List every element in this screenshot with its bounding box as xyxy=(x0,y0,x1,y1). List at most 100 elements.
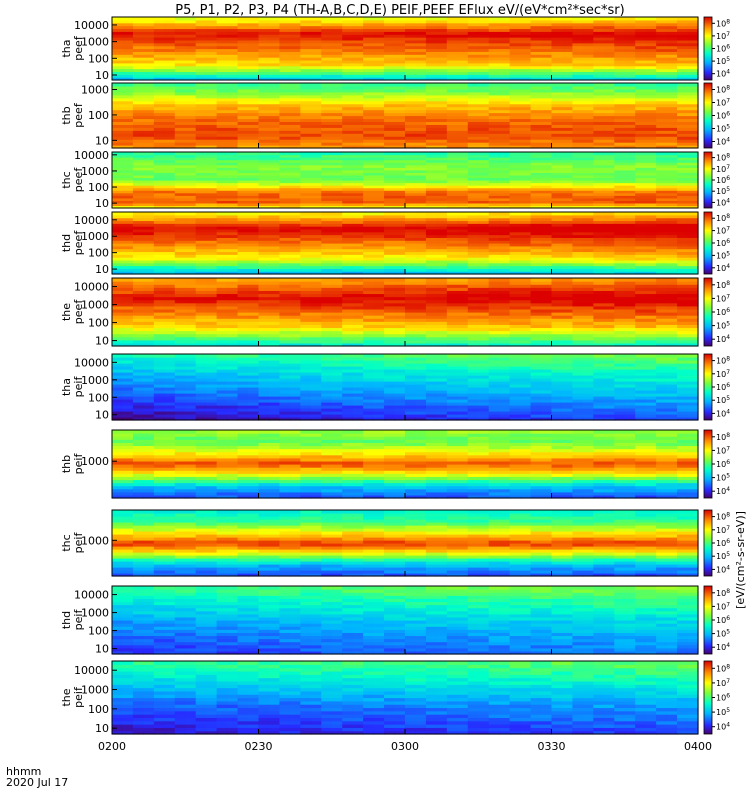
heatmap-cell xyxy=(446,54,458,58)
heatmap-cell xyxy=(488,167,500,171)
heatmap-cell xyxy=(572,103,584,108)
heatmap-cell xyxy=(248,228,260,233)
heatmap-cell xyxy=(561,68,574,73)
heatmap-cell xyxy=(300,159,312,163)
heatmap-cell xyxy=(645,139,657,143)
heatmap-cell xyxy=(666,182,678,186)
heatmap-cell xyxy=(687,180,699,184)
heatmap-cell xyxy=(352,42,364,47)
heatmap-cell xyxy=(530,226,542,230)
heatmap-cell xyxy=(541,142,553,146)
heatmap-cell xyxy=(164,154,176,158)
colorbar-tick-label: 104 xyxy=(716,197,730,207)
heatmap-cell xyxy=(541,97,553,102)
heatmap-cell xyxy=(436,127,448,131)
heatmap-cell xyxy=(488,115,500,120)
heatmap-cell xyxy=(530,109,542,114)
heatmap-cell xyxy=(289,202,301,207)
heatmap-cell xyxy=(289,162,301,166)
heatmap-cell xyxy=(289,268,301,272)
heatmap-cell xyxy=(268,200,281,204)
heatmap-cell xyxy=(457,257,469,261)
heatmap-cell xyxy=(666,248,678,253)
heatmap-cell xyxy=(216,22,228,27)
heatmap-cell xyxy=(289,226,301,230)
heatmap-cell xyxy=(446,243,458,247)
heatmap-cell xyxy=(279,109,291,114)
heatmap-cell xyxy=(164,37,176,41)
heatmap-cell xyxy=(289,180,301,184)
heatmap-cell xyxy=(185,94,197,99)
heatmap-cell xyxy=(153,28,165,32)
heatmap-cell xyxy=(666,115,678,120)
heatmap-cell xyxy=(227,22,239,27)
heatmap-cell xyxy=(373,154,385,158)
heatmap-cell xyxy=(561,226,574,230)
heatmap-cell xyxy=(677,231,689,236)
heatmap-cell xyxy=(488,109,500,114)
heatmap-cell xyxy=(363,74,375,78)
heatmap-cell xyxy=(258,271,270,275)
heatmap-cell xyxy=(248,133,260,137)
heatmap-cell xyxy=(687,42,699,47)
heatmap-cell xyxy=(321,237,333,241)
heatmap-cell xyxy=(279,257,291,261)
heatmap-cell xyxy=(185,182,197,186)
heatmap-cell xyxy=(425,112,437,117)
heatmap-cell xyxy=(561,205,574,209)
heatmap-cell xyxy=(363,28,375,32)
heatmap-cell xyxy=(488,174,500,179)
heatmap-cell xyxy=(541,226,553,230)
heatmap-cell xyxy=(258,245,270,250)
heatmap-cell xyxy=(541,195,553,199)
heatmap-cell xyxy=(258,167,270,171)
heatmap-cell xyxy=(185,100,197,105)
heatmap-cell xyxy=(195,62,207,67)
heatmap-cell xyxy=(321,240,333,244)
heatmap-cell xyxy=(342,197,354,201)
heatmap-cell xyxy=(373,180,385,184)
heatmap-cell xyxy=(216,159,228,163)
heatmap-cell xyxy=(467,262,479,267)
heatmap-cell xyxy=(321,45,333,50)
heatmap-cell xyxy=(394,157,406,161)
heatmap-cell xyxy=(415,51,427,55)
heatmap-cell xyxy=(216,59,228,64)
heatmap-cell xyxy=(331,162,343,166)
heatmap-cell xyxy=(635,97,647,102)
heatmap-cell xyxy=(645,162,657,166)
heatmap-cell xyxy=(425,223,437,227)
heatmap-cell xyxy=(342,257,354,261)
heatmap-cell xyxy=(289,152,301,156)
heatmap-cell xyxy=(677,115,689,120)
heatmap-cell xyxy=(258,254,270,258)
heatmap-cell xyxy=(310,254,322,258)
heatmap-cell xyxy=(457,34,469,38)
heatmap-cell xyxy=(373,37,385,41)
heatmap-cell xyxy=(363,243,375,247)
heatmap-cell xyxy=(541,228,553,233)
heatmap-cell xyxy=(206,28,218,32)
heatmap-cell xyxy=(216,51,228,55)
heatmap-cell xyxy=(363,248,375,253)
heatmap-cell xyxy=(268,28,281,32)
heatmap-cell xyxy=(279,34,291,38)
heatmap-cell xyxy=(635,57,647,61)
heatmap-cell xyxy=(405,83,417,87)
heatmap-cell xyxy=(227,180,239,184)
heatmap-cell xyxy=(436,231,448,236)
heatmap-cell xyxy=(499,214,511,219)
heatmap-cell xyxy=(509,197,521,201)
heatmap-cell xyxy=(206,124,218,128)
heatmap-cell xyxy=(342,187,354,191)
heatmap-cell xyxy=(405,130,417,134)
heatmap-cell xyxy=(499,243,511,247)
heatmap-cell xyxy=(582,177,594,181)
heatmap-cell xyxy=(541,185,553,189)
heatmap-cell xyxy=(363,167,375,171)
heatmap-cell xyxy=(635,100,647,105)
heatmap-cell xyxy=(300,243,312,247)
heatmap-cell xyxy=(122,94,134,99)
heatmap-cell xyxy=(143,28,155,32)
heatmap-cell xyxy=(666,28,678,32)
